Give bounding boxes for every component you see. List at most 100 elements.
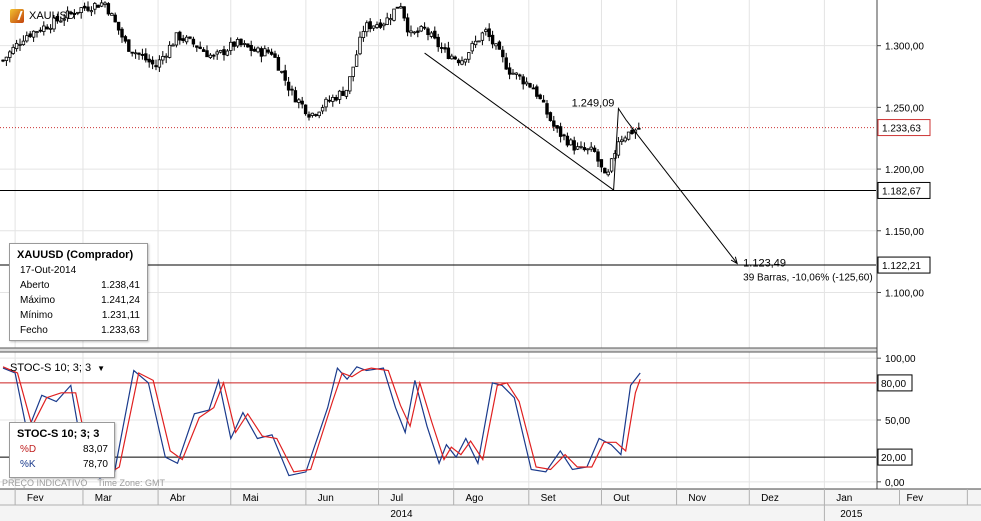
candle-body [344, 89, 349, 97]
candle-body [266, 49, 270, 53]
stoc-selector-label: STOC-S 10; 3; 3 [10, 362, 92, 374]
annotations: 1.249,09 1.123,49 39 Barras, -10,06% (-125… [424, 52, 873, 283]
candle-body [545, 103, 549, 115]
candle-body [497, 41, 502, 50]
candle-body [388, 18, 393, 21]
stoc-d-label: %D [20, 444, 37, 455]
candle-body [562, 134, 566, 137]
candle-body [463, 58, 468, 63]
projection-arrowhead [730, 256, 738, 265]
candle-body [606, 171, 610, 176]
candle-body [436, 36, 440, 48]
stoc-indicator-selector[interactable]: STOC-S 10; 3; 3 ▼ [10, 362, 105, 374]
candle-body [531, 87, 536, 90]
candle-body [579, 145, 583, 148]
month-tick-label: Nov [688, 493, 706, 504]
candle-body [620, 139, 624, 143]
candle-body [161, 56, 165, 61]
level-price-label-box [877, 181, 931, 199]
candle-body [76, 11, 80, 14]
candle-body [487, 28, 491, 38]
candle-body [439, 47, 444, 49]
candle-body [130, 51, 134, 54]
symbol-label[interactable]: XAUUSD [10, 8, 75, 24]
symbol-icon [10, 9, 24, 23]
candle-body [273, 53, 277, 58]
candle-body [154, 65, 158, 68]
stoc-d-value: 83,07 [82, 444, 108, 455]
month-tick-label: Jul [390, 493, 403, 504]
candle-body [123, 36, 128, 42]
candle-body [504, 57, 508, 70]
candlestick-series [1, 0, 641, 177]
candle-body [96, 4, 100, 8]
candle-body [113, 14, 117, 23]
candle-body [259, 48, 264, 57]
candle-body [416, 30, 420, 33]
candle-body [235, 39, 240, 47]
month-tick-label: Ago [465, 493, 483, 504]
candle-body [365, 22, 369, 33]
candle-body [317, 111, 321, 117]
candle-body [280, 70, 284, 73]
ohlc-label: Mínimo [20, 310, 53, 321]
month-tick-label: Jan [836, 493, 852, 504]
level-price-label-box [877, 256, 931, 274]
candle-body [596, 151, 600, 162]
candle-body [395, 6, 400, 9]
candle-body [348, 76, 352, 92]
candle-body [31, 30, 36, 38]
stoc-row-d: %D 83,07 [20, 444, 108, 458]
dropdown-arrow-icon[interactable]: ▼ [97, 363, 106, 373]
candle-body [86, 6, 90, 11]
candle-body [212, 54, 216, 57]
candle-body [314, 114, 318, 116]
current-price-label-box [877, 119, 931, 137]
level-price-label: 1.122,21 [882, 261, 921, 272]
candle-body [429, 32, 434, 37]
candle-body [494, 43, 498, 47]
candle-body [592, 147, 597, 152]
candle-body [507, 67, 512, 75]
ohlc-row-high: Máximo 1.241,24 [20, 295, 140, 309]
annotation-target-price: 1.123,49 [743, 257, 786, 269]
candle-body [541, 99, 546, 103]
candle-body [603, 167, 607, 174]
candle-body [215, 51, 219, 55]
candle-body [174, 32, 179, 46]
timezone-note: Time Zone: GMT [97, 478, 166, 488]
candle-body [157, 59, 162, 68]
candle-body [327, 99, 332, 102]
candle-body [303, 104, 308, 115]
candle-body [385, 17, 389, 25]
candle-body [538, 94, 542, 100]
stoc-level-label: 80,00 [881, 379, 906, 390]
price-tick-label: 1.100,00 [885, 288, 924, 299]
candle-body [501, 49, 505, 58]
stoc-k-line [2, 366, 641, 479]
candle-body [290, 88, 294, 91]
candle-body [351, 66, 355, 77]
candle-body [589, 146, 593, 150]
candle-body [178, 31, 182, 41]
candle-body [14, 42, 19, 50]
candle-body [38, 29, 43, 32]
candle-body [623, 137, 627, 142]
month-tick-label: Mar [95, 493, 113, 504]
candle-body [310, 112, 315, 116]
candle-body [324, 98, 328, 108]
candle-body [460, 60, 464, 65]
candle-body [62, 18, 66, 21]
footer-note: PREÇO INDICATIVO Time Zone: GMT [2, 478, 165, 488]
candle-body [242, 43, 247, 45]
candle-body [82, 5, 87, 9]
candle-body [144, 53, 148, 61]
ohlc-info-box: XAUUSD (Comprador) 17-Out-2014 Aberto 1.… [9, 243, 148, 341]
candle-body [521, 76, 525, 85]
candle-body [609, 158, 614, 172]
year-label: 2015 [840, 509, 863, 520]
stochastic-pane [0, 366, 876, 479]
stoc-level-label: 20,00 [881, 453, 906, 464]
candle-body [382, 23, 386, 27]
